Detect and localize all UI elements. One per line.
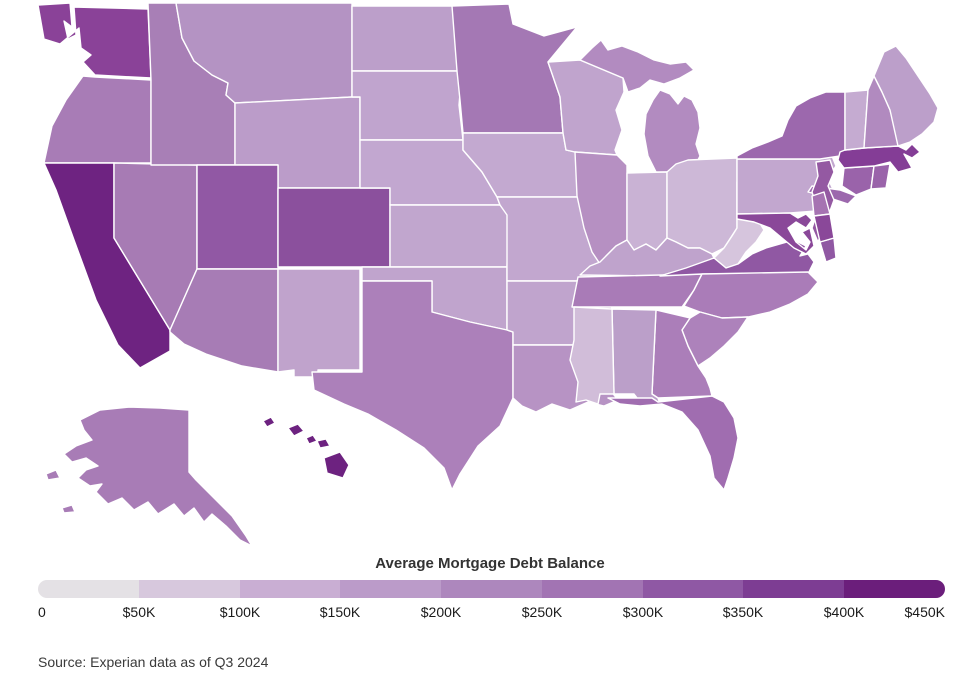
state-me[interactable] <box>873 45 939 147</box>
legend-color-scale <box>38 580 945 598</box>
state-ri[interactable] <box>870 163 891 190</box>
state-wa[interactable] <box>37 2 152 79</box>
state-md[interactable] <box>736 212 835 255</box>
state-ct[interactable] <box>841 165 875 196</box>
legend-segment <box>541 580 643 598</box>
state-co[interactable] <box>277 187 391 268</box>
legend-tick: $300K <box>622 604 664 620</box>
state-ks[interactable] <box>389 204 510 268</box>
state-nc[interactable] <box>683 271 819 319</box>
legend-segment <box>38 580 139 598</box>
legend-tick: $50K <box>122 604 156 620</box>
legend-segment <box>340 580 442 598</box>
legend-segment <box>239 580 341 598</box>
legend-tick: $450K <box>904 604 945 620</box>
state-ms[interactable] <box>569 306 615 405</box>
state-mi[interactable] <box>579 39 701 173</box>
legend-segment <box>743 580 845 598</box>
state-tx[interactable] <box>311 280 514 491</box>
state-nd[interactable] <box>351 5 469 72</box>
us-choropleth-map <box>37 2 939 547</box>
legend-segment <box>138 580 240 598</box>
legend-tick: $350K <box>722 604 764 620</box>
state-in[interactable] <box>626 171 668 251</box>
legend-tick: 0 <box>38 604 46 620</box>
state-tn[interactable] <box>571 273 703 308</box>
state-sd[interactable] <box>351 70 464 141</box>
legend-tick: $200K <box>420 604 462 620</box>
state-ut[interactable] <box>196 164 279 270</box>
state-fl[interactable] <box>607 395 739 491</box>
source-attribution: Source: Experian data as of Q3 2024 <box>38 654 269 670</box>
legend-title: Average Mortgage Debt Balance <box>375 555 605 572</box>
legend-segment <box>844 580 945 598</box>
state-ny[interactable] <box>736 91 857 205</box>
state-oh[interactable] <box>666 157 738 255</box>
legend-tick: $250K <box>521 604 563 620</box>
state-hi[interactable] <box>262 416 350 479</box>
legend-tick: $100K <box>219 604 261 620</box>
state-ak[interactable] <box>45 406 253 547</box>
legend-tick: $150K <box>319 604 361 620</box>
state-or[interactable] <box>43 75 152 164</box>
legend-tick-labels: 0 $50K $100K $150K $200K $250K $300K $35… <box>0 604 980 624</box>
state-al[interactable] <box>611 308 661 405</box>
state-nm[interactable] <box>277 268 361 378</box>
legend-tick: $400K <box>823 604 865 620</box>
legend-segment <box>642 580 744 598</box>
legend-segment <box>441 580 542 598</box>
